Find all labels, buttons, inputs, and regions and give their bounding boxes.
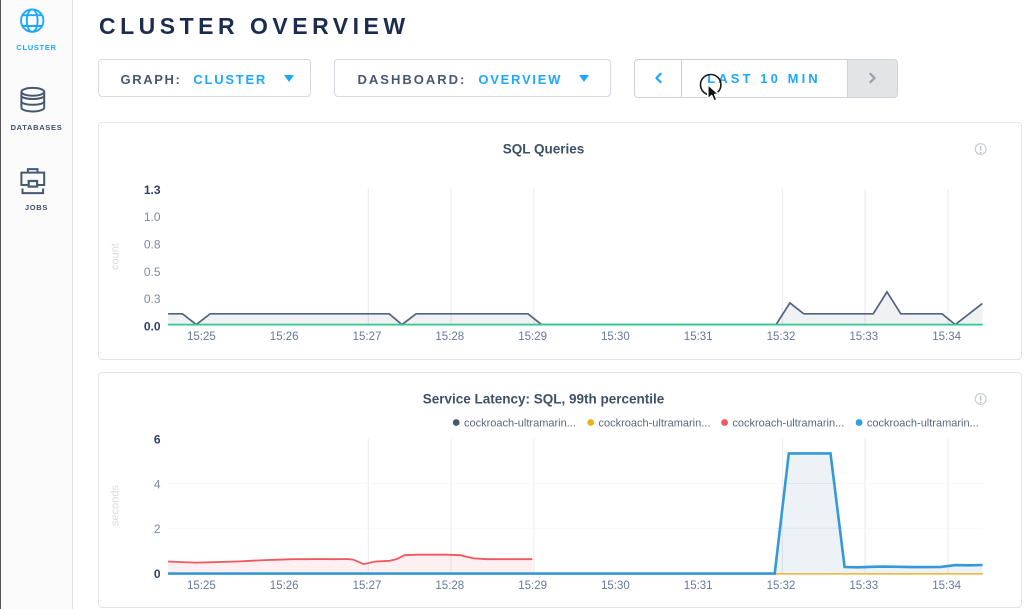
- svg-text:1.0: 1.0: [143, 210, 160, 224]
- svg-text:count: count: [109, 243, 121, 270]
- svg-text:15:27: 15:27: [352, 331, 381, 343]
- svg-text:15:31: 15:31: [683, 580, 712, 592]
- svg-text:15:28: 15:28: [435, 331, 464, 343]
- svg-text:15:27: 15:27: [352, 580, 381, 592]
- svg-text:15:25: 15:25: [187, 580, 216, 592]
- svg-text:0.5: 0.5: [143, 264, 160, 278]
- svg-text:1.3: 1.3: [143, 182, 160, 196]
- svg-text:15:28: 15:28: [435, 580, 464, 592]
- svg-text:Service Latency: SQL, 99th per: Service Latency: SQL, 99th percentile: [422, 391, 664, 406]
- svg-text:15:34: 15:34: [932, 580, 961, 592]
- svg-text:cockroach-ultramarin...: cockroach-ultramarin...: [732, 417, 844, 429]
- svg-text:15:26: 15:26: [269, 580, 298, 592]
- svg-text:15:33: 15:33: [849, 580, 878, 592]
- svg-text:4: 4: [153, 477, 160, 491]
- svg-text:0.0: 0.0: [143, 319, 160, 333]
- svg-text:15:26: 15:26: [269, 331, 298, 343]
- svg-text:15:34: 15:34: [932, 331, 961, 343]
- svg-text:0.3: 0.3: [143, 292, 160, 306]
- svg-text:15:32: 15:32: [766, 331, 795, 343]
- svg-text:15:30: 15:30: [601, 580, 630, 592]
- svg-text:cockroach-ultramarin...: cockroach-ultramarin...: [598, 417, 710, 429]
- svg-text:15:33: 15:33: [849, 331, 878, 343]
- svg-text:15:29: 15:29: [518, 580, 547, 592]
- svg-text:seconds: seconds: [109, 484, 121, 525]
- svg-text:cockroach-ultramarin...: cockroach-ultramarin...: [464, 417, 576, 429]
- svg-text:SQL Queries: SQL Queries: [502, 141, 584, 156]
- svg-text:15:25: 15:25: [187, 331, 216, 343]
- svg-text:15:32: 15:32: [766, 580, 795, 592]
- svg-text:0: 0: [153, 567, 160, 581]
- svg-text:15:30: 15:30: [601, 331, 630, 343]
- svg-text:15:31: 15:31: [683, 331, 712, 343]
- svg-text:cockroach-ultramarin...: cockroach-ultramarin...: [866, 417, 978, 429]
- svg-text:0.8: 0.8: [143, 237, 160, 251]
- svg-text:15:29: 15:29: [518, 331, 547, 343]
- svg-text:6: 6: [153, 432, 160, 446]
- svg-text:2: 2: [153, 522, 160, 536]
